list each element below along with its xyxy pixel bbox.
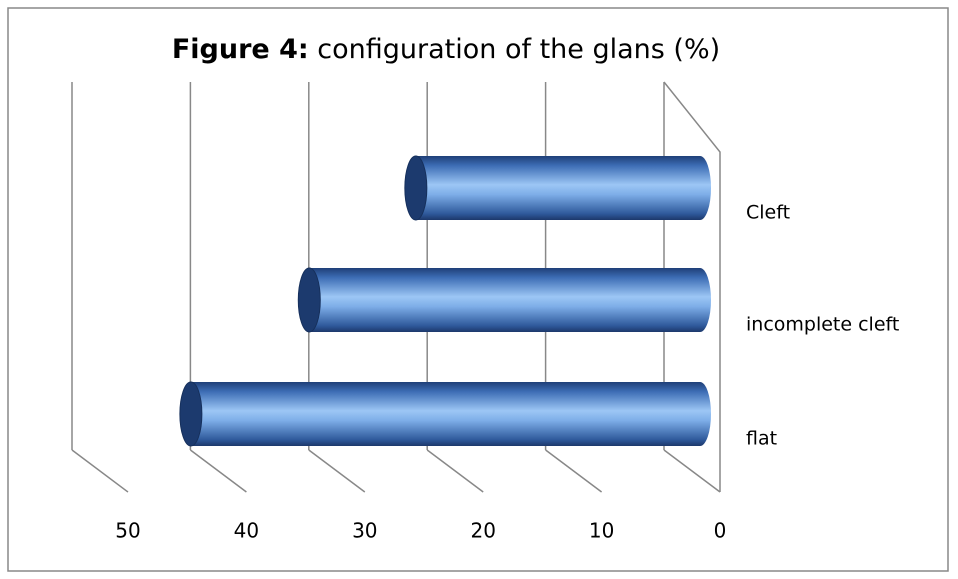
bar xyxy=(309,268,711,332)
x-tick-label: 0 xyxy=(714,519,727,543)
bar xyxy=(415,156,711,220)
title-prefix: Figure 4: xyxy=(172,34,309,65)
x-tick-label: 20 xyxy=(470,519,495,543)
bar xyxy=(190,382,711,446)
x-tick-label: 30 xyxy=(352,519,377,543)
bar-cap xyxy=(179,381,203,447)
bar-cap xyxy=(297,267,321,333)
title-text: configuration of the glans (%) xyxy=(317,34,720,65)
x-tick-label: 10 xyxy=(589,519,614,543)
x-tick-label: 50 xyxy=(115,519,140,543)
category-label: flat xyxy=(746,428,777,450)
bar-cap xyxy=(404,155,428,221)
category-label: incomplete cleft xyxy=(746,314,899,336)
x-tick-label: 40 xyxy=(234,519,259,543)
floor-line xyxy=(189,449,247,493)
floor-line xyxy=(308,449,366,493)
floor-line xyxy=(71,449,129,493)
category-label: Cleft xyxy=(746,202,790,224)
floor-line xyxy=(545,449,603,493)
chart-title: Figure 4: configuration of the glans (%) xyxy=(172,34,720,65)
floor-line xyxy=(663,449,721,493)
floor-line xyxy=(426,449,484,493)
side-wall xyxy=(663,81,721,492)
